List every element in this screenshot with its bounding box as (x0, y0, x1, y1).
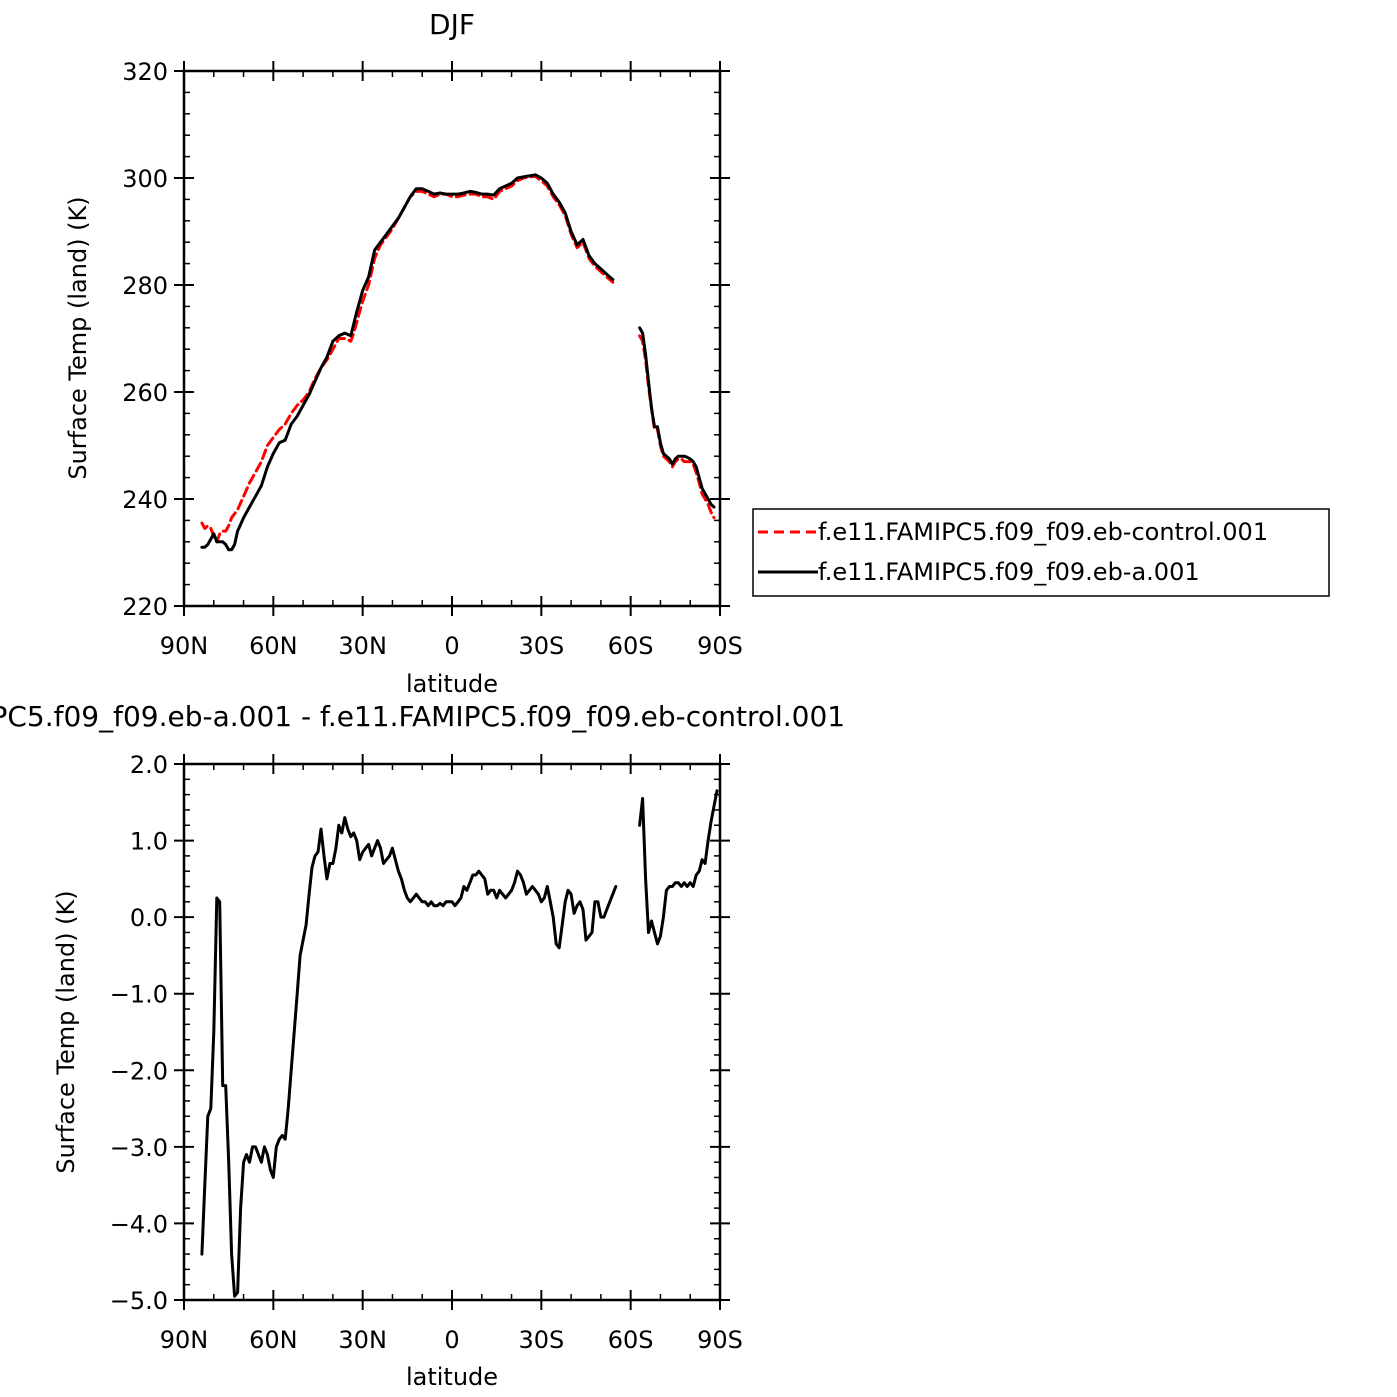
bottom-plot-lines (200, 789, 719, 1298)
x-tick-label: 0 (444, 632, 459, 660)
x-tick-label: 30S (518, 1326, 564, 1354)
bottom-panel: f.e11.FAMIPC5.f09_f09.eb-a.001 - f.e11.F… (0, 700, 845, 1391)
y-tick-label: 320 (122, 58, 168, 86)
y-tick-label: 260 (122, 379, 168, 407)
x-tick-label: 60N (249, 1326, 298, 1354)
x-tick-label: 30N (338, 632, 387, 660)
legend: f.e11.FAMIPC5.f09_f09.eb-control.001 f.e… (752, 508, 1330, 597)
x-tick-label: 90N (160, 632, 209, 660)
x-tick-label: 60N (249, 632, 298, 660)
bottom-x-axis-label: latitude (406, 1363, 498, 1391)
series-line-control (200, 174, 615, 544)
y-tick-label: −4.0 (110, 1210, 168, 1238)
bottom-y-tick-labels: −5.0 −4.0 −3.0 −2.0 −1.0 0.0 1.0 2.0 (110, 751, 168, 1315)
top-x-tick-labels: 90N 60N 30N 0 30S 60S 90S (160, 632, 743, 660)
y-tick-label: 1.0 (130, 828, 168, 856)
bottom-chart-title: f.e11.FAMIPC5.f09_f09.eb-a.001 - f.e11.F… (0, 700, 845, 733)
top-y-axis-label: Surface Temp (land) (K) (64, 196, 92, 479)
y-tick-label: −2.0 (110, 1057, 168, 1085)
x-tick-label: 60S (608, 1326, 654, 1354)
y-tick-label: 2.0 (130, 751, 168, 779)
x-tick-label: 90S (697, 1326, 743, 1354)
x-tick-label: 30S (518, 632, 564, 660)
top-chart-title: DJF (429, 8, 475, 41)
series-line-a (638, 326, 716, 509)
y-tick-label: 240 (122, 486, 168, 514)
top-plot-lines (200, 173, 716, 552)
y-tick-label: 0.0 (130, 904, 168, 932)
series-line-a (200, 173, 615, 552)
y-tick-label: 300 (122, 165, 168, 193)
legend-box (752, 508, 1330, 597)
legend-label-control: f.e11.FAMIPC5.f09_f09.eb-control.001 (818, 518, 1268, 546)
x-tick-label: 90N (160, 1326, 209, 1354)
y-tick-label: −5.0 (110, 1287, 168, 1315)
difference-line (638, 789, 719, 946)
bottom-plot-frame (182, 762, 722, 1302)
x-tick-label: 90S (697, 632, 743, 660)
bottom-tick-marks (174, 754, 730, 1310)
legend-label-a: f.e11.FAMIPC5.f09_f09.eb-a.001 (818, 558, 1200, 586)
bottom-y-axis-label: Surface Temp (land) (K) (52, 890, 80, 1173)
top-x-axis-label: latitude (406, 670, 498, 698)
y-tick-label: −3.0 (110, 1134, 168, 1162)
bottom-x-tick-labels: 90N 60N 30N 0 30S 60S 90S (160, 1326, 743, 1354)
top-y-tick-labels: 220 240 260 280 300 320 (122, 58, 168, 621)
difference-line (200, 816, 618, 1298)
x-tick-label: 0 (444, 1326, 459, 1354)
y-tick-label: 280 (122, 272, 168, 300)
top-tick-marks (174, 61, 730, 616)
top-plot-frame (182, 69, 722, 608)
y-tick-label: 220 (122, 593, 168, 621)
x-tick-label: 60S (608, 632, 654, 660)
y-tick-label: −1.0 (110, 981, 168, 1009)
x-tick-label: 30N (338, 1326, 387, 1354)
